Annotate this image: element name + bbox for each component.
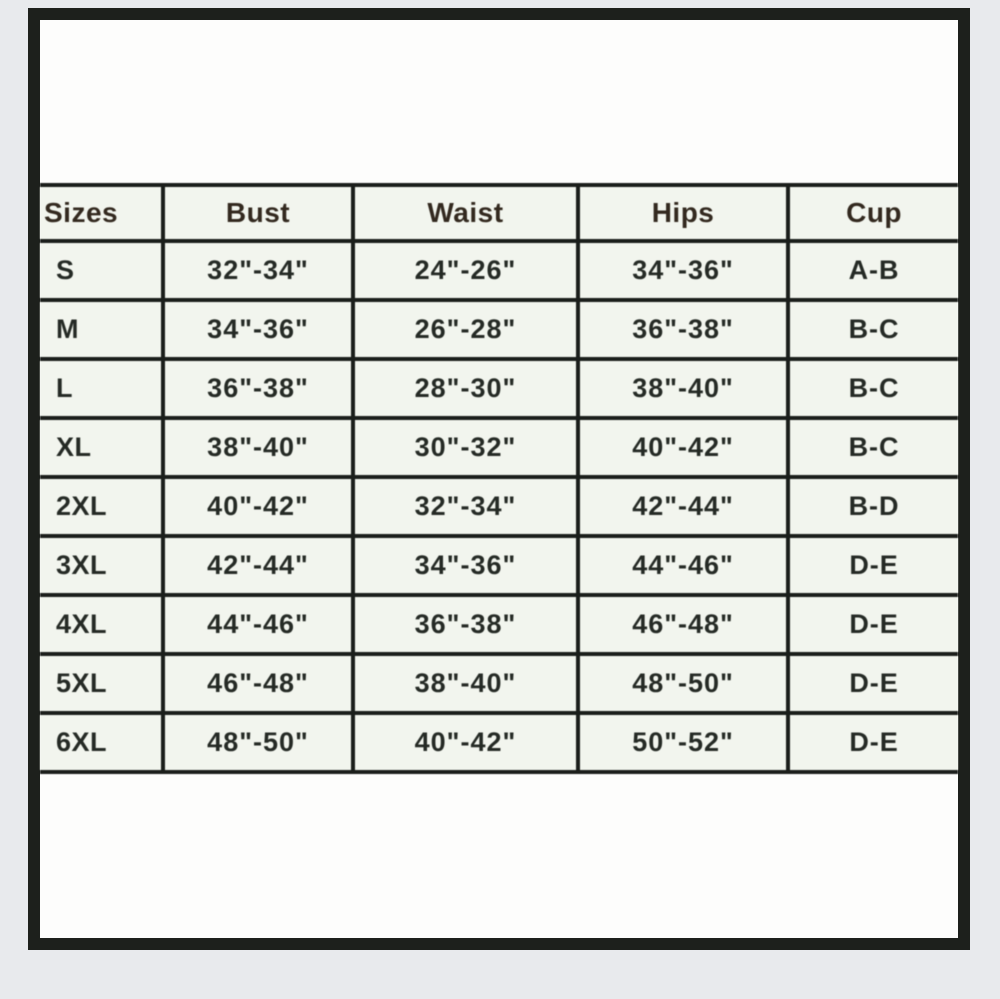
waist-cell: 32"-34" xyxy=(351,475,580,538)
bust-cell: 32"-34" xyxy=(160,239,356,302)
waist-cell: 34"-36" xyxy=(351,534,580,597)
cup-cell: B-C xyxy=(786,416,958,479)
waist-cell: 36"-38" xyxy=(351,593,580,656)
size-label-cell: M xyxy=(40,298,165,361)
size-label-cell: XL xyxy=(40,416,165,479)
header-sizes: Sizes xyxy=(40,183,165,243)
hips-cell: 44"-46" xyxy=(575,534,791,597)
waist-cell: 26"-28" xyxy=(351,298,580,361)
bust-cell: 48"-50" xyxy=(160,711,356,774)
bust-cell: 34"-36" xyxy=(160,298,356,361)
table-row: 3XL 42"-44" 34"-36" 44"-46" D-E xyxy=(40,534,958,597)
size-chart-body: S 32"-34" 24"-26" 34"-36" A-B M 34"-36" … xyxy=(40,239,958,774)
table-row: L 36"-38" 28"-30" 38"-40" B-C xyxy=(40,357,958,420)
waist-cell: 30"-32" xyxy=(351,416,580,479)
hips-cell: 46"-48" xyxy=(575,593,791,656)
size-label-cell: 3XL xyxy=(40,534,165,597)
header-bust: Bust xyxy=(160,183,356,243)
bust-cell: 36"-38" xyxy=(160,357,356,420)
header-waist: Waist xyxy=(351,183,580,243)
size-label-cell: L xyxy=(40,357,165,420)
hips-cell: 34"-36" xyxy=(575,239,791,302)
hips-cell: 42"-44" xyxy=(575,475,791,538)
cup-cell: A-B xyxy=(786,239,958,302)
table-row: S 32"-34" 24"-26" 34"-36" A-B xyxy=(40,239,958,302)
bust-cell: 42"-44" xyxy=(160,534,356,597)
cup-cell: D-E xyxy=(786,711,958,774)
bust-cell: 38"-40" xyxy=(160,416,356,479)
table-row: M 34"-36" 26"-28" 36"-38" B-C xyxy=(40,298,958,361)
cup-cell: D-E xyxy=(786,593,958,656)
size-chart-table: Sizes Bust Waist Hips Cup S 32"-34" 24"-… xyxy=(40,183,958,774)
cup-cell: B-C xyxy=(786,357,958,420)
size-label-cell: 5XL xyxy=(40,652,165,715)
bust-cell: 40"-42" xyxy=(160,475,356,538)
hips-cell: 38"-40" xyxy=(575,357,791,420)
waist-cell: 28"-30" xyxy=(351,357,580,420)
hips-cell: 40"-42" xyxy=(575,416,791,479)
header-hips: Hips xyxy=(575,183,791,243)
bust-cell: 46"-48" xyxy=(160,652,356,715)
size-label-cell: S xyxy=(40,239,165,302)
table-row: 5XL 46"-48" 38"-40" 48"-50" D-E xyxy=(40,652,958,715)
cup-cell: D-E xyxy=(786,534,958,597)
size-label-cell: 2XL xyxy=(40,475,165,538)
hips-cell: 36"-38" xyxy=(575,298,791,361)
waist-cell: 38"-40" xyxy=(351,652,580,715)
table-row: 6XL 48"-50" 40"-42" 50"-52" D-E xyxy=(40,711,958,774)
header-row: Sizes Bust Waist Hips Cup xyxy=(40,183,958,243)
table-row: 2XL 40"-42" 32"-34" 42"-44" B-D xyxy=(40,475,958,538)
cup-cell: B-D xyxy=(786,475,958,538)
cup-cell: D-E xyxy=(786,652,958,715)
cup-cell: B-C xyxy=(786,298,958,361)
waist-cell: 40"-42" xyxy=(351,711,580,774)
header-cup: Cup xyxy=(786,183,958,243)
waist-cell: 24"-26" xyxy=(351,239,580,302)
table-row: 4XL 44"-46" 36"-38" 46"-48" D-E xyxy=(40,593,958,656)
table-row: XL 38"-40" 30"-32" 40"-42" B-C xyxy=(40,416,958,479)
size-label-cell: 4XL xyxy=(40,593,165,656)
hips-cell: 48"-50" xyxy=(575,652,791,715)
hips-cell: 50"-52" xyxy=(575,711,791,774)
bust-cell: 44"-46" xyxy=(160,593,356,656)
size-label-cell: 6XL xyxy=(40,711,165,774)
image-frame: Sizes Bust Waist Hips Cup S 32"-34" 24"-… xyxy=(28,8,970,950)
